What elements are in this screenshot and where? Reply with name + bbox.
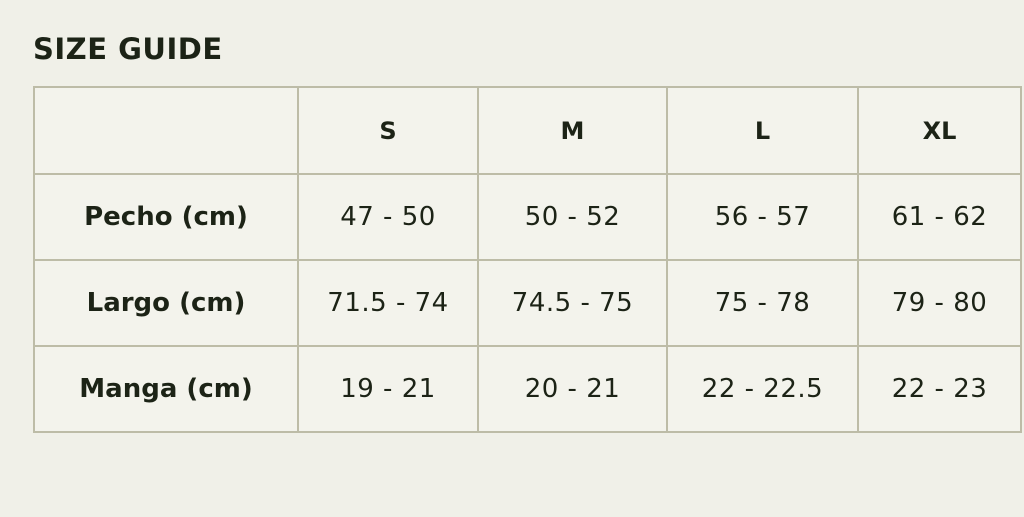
size-column-header-xl: XL [857, 86, 1022, 175]
size-value-cell: 50 - 52 [477, 173, 668, 261]
table-row-pecho: Pecho (cm) 47 - 50 50 - 52 56 - 57 61 - … [33, 173, 1022, 261]
measurement-row-label: Manga (cm) [33, 345, 299, 433]
size-value-cell: 20 - 21 [477, 345, 668, 433]
size-value-cell: 75 - 78 [666, 259, 859, 347]
table-row-largo: Largo (cm) 71.5 - 74 74.5 - 75 75 - 78 7… [33, 259, 1022, 347]
size-guide-table: S M L XL Pecho (cm) 47 - 50 50 - 52 56 -… [33, 86, 1022, 433]
size-column-header-m: M [477, 86, 668, 175]
size-value-cell: 22 - 23 [857, 345, 1022, 433]
size-column-header-l: L [666, 86, 859, 175]
size-value-cell: 22 - 22.5 [666, 345, 859, 433]
size-value-cell: 56 - 57 [666, 173, 859, 261]
size-column-header-s: S [297, 86, 479, 175]
size-guide-title: SIZE GUIDE [33, 32, 223, 66]
table-row-manga: Manga (cm) 19 - 21 20 - 21 22 - 22.5 22 … [33, 345, 1022, 433]
size-guide-section: SIZE GUIDE S M L XL Pecho (cm) 47 - 50 5… [33, 32, 1022, 433]
size-value-cell: 19 - 21 [297, 345, 479, 433]
table-header-row: S M L XL [33, 86, 1022, 175]
size-value-cell: 61 - 62 [857, 173, 1022, 261]
measurement-row-label: Largo (cm) [33, 259, 299, 347]
size-value-cell: 71.5 - 74 [297, 259, 479, 347]
measurement-row-label: Pecho (cm) [33, 173, 299, 261]
size-value-cell: 74.5 - 75 [477, 259, 668, 347]
size-value-cell: 47 - 50 [297, 173, 479, 261]
corner-header-cell [33, 86, 299, 175]
size-value-cell: 79 - 80 [857, 259, 1022, 347]
